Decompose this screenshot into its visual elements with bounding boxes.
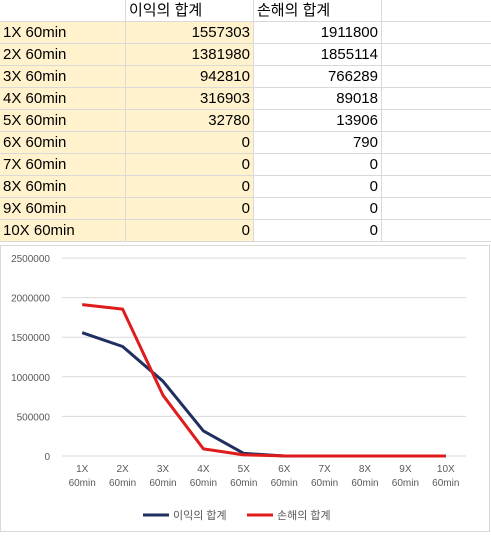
table-row: 10X 60min 0 0 <box>0 220 491 242</box>
header-cell-empty[interactable] <box>0 0 126 22</box>
x-tick-label: 60min <box>271 478 298 489</box>
line-chart: 0 500000 1000000 1500000 2000000 2500000 1X 60m… <box>0 245 491 533</box>
x-tick-label: 60min <box>351 478 378 489</box>
empty-cell[interactable] <box>382 88 491 110</box>
series-line-2 <box>82 303 446 458</box>
x-tick-label: 10X <box>437 464 455 475</box>
row-label-cell[interactable]: 9X 60min <box>0 198 126 220</box>
empty-cell[interactable] <box>382 22 491 44</box>
x-tick-label: 60min <box>432 478 459 489</box>
y-tick-label: 1500000 <box>11 333 50 344</box>
empty-cell[interactable] <box>382 110 491 132</box>
row-label-cell[interactable]: 3X 60min <box>0 66 126 88</box>
spreadsheet: 이익의 합계 손해의 합계 1X 60min 1557303 1911800 2X 6… <box>0 0 491 245</box>
table-row: 5X 60min 32780 13906 <box>0 110 491 132</box>
empty-cell[interactable] <box>382 220 491 242</box>
x-tick-label: 60min <box>230 478 257 489</box>
profit-cell[interactable]: 0 <box>126 132 254 154</box>
loss-cell[interactable]: 1855114 <box>254 44 382 66</box>
x-tick-label: 5X <box>238 464 251 475</box>
table-row: 4X 60min 316903 89018 <box>0 88 491 110</box>
empty-cell[interactable] <box>382 154 491 176</box>
row-label-cell[interactable]: 2X 60min <box>0 44 126 66</box>
table-row: 3X 60min 942810 766289 <box>0 66 491 88</box>
x-tick-label: 60min <box>392 478 419 489</box>
empty-cell[interactable] <box>382 132 491 154</box>
row-label-cell[interactable]: 8X 60min <box>0 176 126 198</box>
header-cell-loss[interactable]: 손해의 합계 <box>254 0 382 22</box>
profit-cell[interactable]: 0 <box>126 198 254 220</box>
legend-label: 손해의 합계 <box>277 508 331 522</box>
profit-cell[interactable]: 0 <box>126 220 254 242</box>
y-tick-label: 500000 <box>17 412 51 423</box>
loss-cell[interactable]: 13906 <box>254 110 382 132</box>
x-tick-label: 60min <box>69 478 96 489</box>
table-row: 8X 60min 0 0 <box>0 176 491 198</box>
table-row: 2X 60min 1381980 1855114 <box>0 44 491 66</box>
profit-cell[interactable]: 316903 <box>126 88 254 110</box>
row-label-cell[interactable]: 4X 60min <box>0 88 126 110</box>
loss-cell[interactable]: 1911800 <box>254 22 382 44</box>
y-tick-label: 2000000 <box>11 294 50 305</box>
table-row: 1X 60min 1557303 1911800 <box>0 22 491 44</box>
x-tick-label: 7X <box>318 464 331 475</box>
table-row: 6X 60min 0 790 <box>0 132 491 154</box>
x-tick-label: 2X <box>116 464 129 475</box>
empty-cell[interactable] <box>382 0 491 22</box>
chart-canvas: 0 500000 1000000 1500000 2000000 2500000 1X 60m… <box>0 245 490 532</box>
y-tick-label: 2500000 <box>11 254 50 265</box>
x-tick-label: 60min <box>190 478 217 489</box>
loss-cell[interactable]: 0 <box>254 176 382 198</box>
y-tick-label: 0 <box>44 452 50 463</box>
profit-cell[interactable]: 32780 <box>126 110 254 132</box>
chart-area-border <box>0 245 490 532</box>
empty-cell[interactable] <box>382 176 491 198</box>
legend-label: 이익의 합계 <box>173 509 227 522</box>
x-tick-label: 8X <box>359 464 372 475</box>
x-tick-label: 60min <box>149 478 176 489</box>
empty-cell[interactable] <box>382 66 491 88</box>
row-label-cell[interactable]: 1X 60min <box>0 22 126 44</box>
x-tick-label: 9X <box>399 464 412 475</box>
x-tick-label: 3X <box>157 464 170 475</box>
x-tick-label: 1X <box>76 464 89 475</box>
profit-cell[interactable]: 0 <box>126 154 254 176</box>
table-row: 7X 60min 0 0 <box>0 154 491 176</box>
profit-cell[interactable]: 0 <box>126 176 254 198</box>
profit-cell[interactable]: 1557303 <box>126 22 254 44</box>
y-tick-label: 1000000 <box>11 373 50 384</box>
profit-cell[interactable]: 1381980 <box>126 44 254 66</box>
header-row: 이익의 합계 손해의 합계 <box>0 0 491 22</box>
row-label-cell[interactable]: 5X 60min <box>0 110 126 132</box>
row-label-cell[interactable]: 6X 60min <box>0 132 126 154</box>
row-label-cell[interactable]: 7X 60min <box>0 154 126 176</box>
x-tick-label: 60min <box>109 478 136 489</box>
loss-cell[interactable]: 89018 <box>254 88 382 110</box>
profit-cell[interactable]: 942810 <box>126 66 254 88</box>
loss-cell[interactable]: 0 <box>254 220 382 242</box>
row-label-cell[interactable]: 10X 60min <box>0 220 126 242</box>
loss-cell[interactable]: 0 <box>254 198 382 220</box>
empty-cell[interactable] <box>382 44 491 66</box>
loss-cell[interactable]: 790 <box>254 132 382 154</box>
x-tick-label: 6X <box>278 464 291 475</box>
empty-cell[interactable] <box>382 198 491 220</box>
x-tick-label: 60min <box>311 478 338 489</box>
x-tick-label: 4X <box>197 464 210 475</box>
loss-cell[interactable]: 766289 <box>254 66 382 88</box>
loss-cell[interactable]: 0 <box>254 154 382 176</box>
table-row: 9X 60min 0 0 <box>0 198 491 220</box>
header-cell-profit[interactable]: 이익의 합계 <box>126 0 254 22</box>
